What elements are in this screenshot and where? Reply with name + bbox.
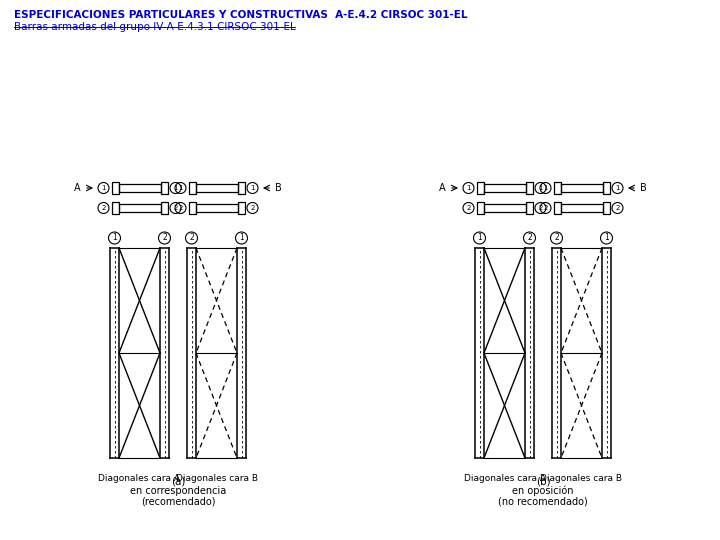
Text: A: A [74,183,81,193]
Text: 2: 2 [527,233,532,242]
Text: 2: 2 [162,233,167,242]
Text: 1: 1 [467,185,471,191]
Text: (a): (a) [171,476,185,486]
Text: 2: 2 [189,233,194,242]
Bar [189,202,196,214]
Bar [112,202,119,214]
Text: 2: 2 [174,205,178,211]
Text: 2: 2 [616,205,620,211]
Text: Diagonales cara A: Diagonales cara A [99,474,181,483]
Bar [161,202,168,214]
Text: 1: 1 [544,185,548,191]
Text: (recomendado): (recomendado) [140,496,215,506]
Bar [189,182,196,194]
Text: 2: 2 [179,205,183,211]
Bar [112,182,119,194]
Text: 1: 1 [604,233,609,242]
Bar [554,182,560,194]
Bar [238,202,245,214]
Text: 2: 2 [539,205,543,211]
Text: Diagonales cara B: Diagonales cara B [541,474,623,483]
Text: 1: 1 [179,185,183,191]
Bar [477,202,484,214]
Text: 1: 1 [239,233,244,242]
Bar [526,182,533,194]
Text: 2: 2 [467,205,471,211]
Text: (b): (b) [536,476,550,486]
Bar [603,182,610,194]
Bar [526,202,533,214]
Text: en correspondencia: en correspondencia [130,486,226,496]
Bar [477,182,484,194]
Text: (no recomendado): (no recomendado) [498,496,588,506]
Text: 1: 1 [616,185,620,191]
Text: 2: 2 [544,205,548,211]
Text: 1: 1 [251,185,255,191]
Text: A: A [439,183,446,193]
Text: 2: 2 [251,205,255,211]
Text: 1: 1 [112,233,117,242]
Bar [238,182,245,194]
Text: 1: 1 [102,185,106,191]
Bar [554,202,560,214]
Text: 1: 1 [477,233,482,242]
Text: B: B [275,183,282,193]
Text: B: B [640,183,647,193]
Text: 1: 1 [539,185,543,191]
Text: Barras armadas del grupo IV A-E.4.3.1 CIRSOC 301-EL: Barras armadas del grupo IV A-E.4.3.1 CI… [14,22,296,32]
Bar [161,182,168,194]
Text: Diagonales cara A: Diagonales cara A [464,474,546,483]
Bar [603,202,610,214]
Text: 2: 2 [102,205,106,211]
Text: en oposición: en oposición [512,486,574,496]
Text: Diagonales cara B: Diagonales cara B [176,474,258,483]
Text: 2: 2 [554,233,559,242]
Text: ESPECIFICACIONES PARTICULARES Y CONSTRUCTIVAS  A-E.4.2 CIRSOC 301-EL: ESPECIFICACIONES PARTICULARES Y CONSTRUC… [14,10,467,20]
Text: 1: 1 [174,185,178,191]
